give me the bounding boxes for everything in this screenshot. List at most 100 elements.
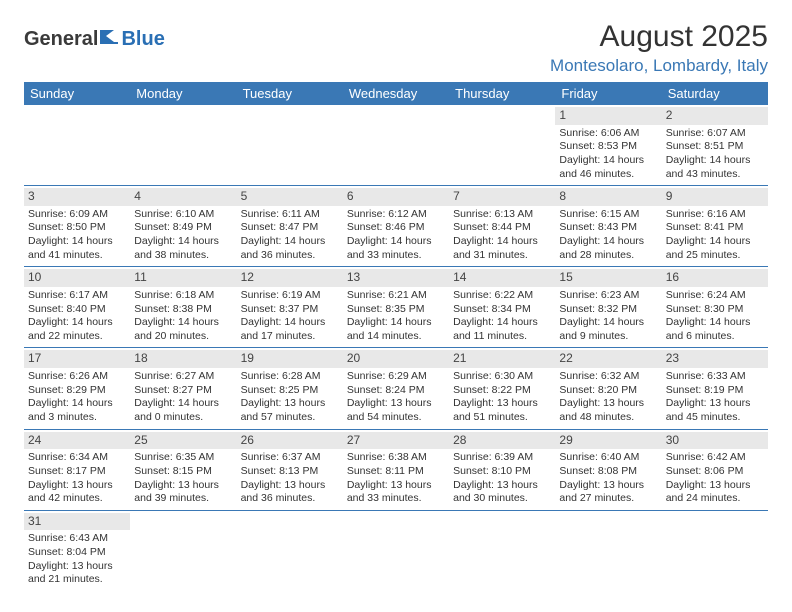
daylight-line-1: Daylight: 14 hours (134, 316, 232, 330)
day-number: 13 (343, 269, 449, 287)
daylight-line-2: and 54 minutes. (347, 411, 445, 425)
calendar-cell (130, 105, 236, 186)
daylight-line-1: Daylight: 14 hours (666, 154, 764, 168)
header: General Blue August 2025 Montesolaro, Lo… (24, 20, 768, 76)
logo-flag-icon (100, 28, 120, 49)
daylight-line-2: and 43 minutes. (666, 168, 764, 182)
daylight-line-1: Daylight: 14 hours (347, 316, 445, 330)
sunset-line: Sunset: 8:04 PM (28, 546, 126, 560)
sunset-line: Sunset: 8:11 PM (347, 465, 445, 479)
day-number: 9 (662, 188, 768, 206)
calendar-row: 24Sunrise: 6:34 AMSunset: 8:17 PMDayligh… (24, 429, 768, 510)
sunset-line: Sunset: 8:30 PM (666, 303, 764, 317)
location-text: Montesolaro, Lombardy, Italy (550, 56, 768, 76)
calendar-cell (662, 510, 768, 591)
sunset-line: Sunset: 8:40 PM (28, 303, 126, 317)
weekday-header: Saturday (662, 82, 768, 105)
daylight-line-2: and 41 minutes. (28, 249, 126, 263)
daylight-line-2: and 33 minutes. (347, 492, 445, 506)
daylight-line-1: Daylight: 14 hours (559, 235, 657, 249)
day-number: 5 (237, 188, 343, 206)
daylight-line-2: and 57 minutes. (241, 411, 339, 425)
weekday-header: Tuesday (237, 82, 343, 105)
calendar-cell: 20Sunrise: 6:29 AMSunset: 8:24 PMDayligh… (343, 348, 449, 429)
calendar-row: 17Sunrise: 6:26 AMSunset: 8:29 PMDayligh… (24, 348, 768, 429)
daylight-line-2: and 31 minutes. (453, 249, 551, 263)
day-number: 17 (24, 350, 130, 368)
sunset-line: Sunset: 8:22 PM (453, 384, 551, 398)
daylight-line-1: Daylight: 13 hours (28, 479, 126, 493)
calendar-cell (343, 510, 449, 591)
daylight-line-1: Daylight: 14 hours (666, 316, 764, 330)
day-number: 11 (130, 269, 236, 287)
sunset-line: Sunset: 8:06 PM (666, 465, 764, 479)
day-number: 15 (555, 269, 661, 287)
calendar-cell (130, 510, 236, 591)
day-number: 28 (449, 432, 555, 450)
day-number: 30 (662, 432, 768, 450)
sunset-line: Sunset: 8:49 PM (134, 221, 232, 235)
sunset-line: Sunset: 8:34 PM (453, 303, 551, 317)
daylight-line-2: and 45 minutes. (666, 411, 764, 425)
daylight-line-2: and 36 minutes. (241, 249, 339, 263)
day-number: 22 (555, 350, 661, 368)
sunset-line: Sunset: 8:20 PM (559, 384, 657, 398)
daylight-line-2: and 39 minutes. (134, 492, 232, 506)
daylight-line-1: Daylight: 14 hours (666, 235, 764, 249)
logo-text-blue: Blue (121, 28, 164, 51)
sunrise-line: Sunrise: 6:34 AM (28, 451, 126, 465)
daylight-line-2: and 36 minutes. (241, 492, 339, 506)
day-number: 18 (130, 350, 236, 368)
day-number: 26 (237, 432, 343, 450)
sunrise-line: Sunrise: 6:07 AM (666, 127, 764, 141)
sunrise-line: Sunrise: 6:12 AM (347, 208, 445, 222)
daylight-line-1: Daylight: 13 hours (241, 479, 339, 493)
daylight-line-2: and 30 minutes. (453, 492, 551, 506)
daylight-line-1: Daylight: 13 hours (28, 560, 126, 574)
calendar-cell (449, 105, 555, 186)
sunrise-line: Sunrise: 6:38 AM (347, 451, 445, 465)
daylight-line-2: and 6 minutes. (666, 330, 764, 344)
daylight-line-2: and 46 minutes. (559, 168, 657, 182)
calendar-cell: 27Sunrise: 6:38 AMSunset: 8:11 PMDayligh… (343, 429, 449, 510)
daylight-line-1: Daylight: 14 hours (28, 235, 126, 249)
daylight-line-1: Daylight: 13 hours (453, 479, 551, 493)
daylight-line-2: and 21 minutes. (28, 573, 126, 587)
calendar-cell: 3Sunrise: 6:09 AMSunset: 8:50 PMDaylight… (24, 186, 130, 267)
sunrise-line: Sunrise: 6:28 AM (241, 370, 339, 384)
weekday-header: Wednesday (343, 82, 449, 105)
sunrise-line: Sunrise: 6:18 AM (134, 289, 232, 303)
calendar-cell: 23Sunrise: 6:33 AMSunset: 8:19 PMDayligh… (662, 348, 768, 429)
calendar-cell: 31Sunrise: 6:43 AMSunset: 8:04 PMDayligh… (24, 510, 130, 591)
sunset-line: Sunset: 8:08 PM (559, 465, 657, 479)
sunset-line: Sunset: 8:51 PM (666, 140, 764, 154)
daylight-line-2: and 25 minutes. (666, 249, 764, 263)
daylight-line-1: Daylight: 14 hours (134, 397, 232, 411)
day-number: 27 (343, 432, 449, 450)
daylight-line-1: Daylight: 14 hours (559, 316, 657, 330)
calendar-cell: 14Sunrise: 6:22 AMSunset: 8:34 PMDayligh… (449, 267, 555, 348)
sunrise-line: Sunrise: 6:32 AM (559, 370, 657, 384)
sunrise-line: Sunrise: 6:26 AM (28, 370, 126, 384)
calendar-cell: 1Sunrise: 6:06 AMSunset: 8:53 PMDaylight… (555, 105, 661, 186)
sunset-line: Sunset: 8:50 PM (28, 221, 126, 235)
sunrise-line: Sunrise: 6:06 AM (559, 127, 657, 141)
day-number: 10 (24, 269, 130, 287)
sunrise-line: Sunrise: 6:15 AM (559, 208, 657, 222)
calendar-cell: 29Sunrise: 6:40 AMSunset: 8:08 PMDayligh… (555, 429, 661, 510)
weekday-header: Friday (555, 82, 661, 105)
calendar-cell: 8Sunrise: 6:15 AMSunset: 8:43 PMDaylight… (555, 186, 661, 267)
sunrise-line: Sunrise: 6:29 AM (347, 370, 445, 384)
sunset-line: Sunset: 8:10 PM (453, 465, 551, 479)
daylight-line-1: Daylight: 14 hours (28, 316, 126, 330)
sunset-line: Sunset: 8:24 PM (347, 384, 445, 398)
calendar-row: 3Sunrise: 6:09 AMSunset: 8:50 PMDaylight… (24, 186, 768, 267)
sunset-line: Sunset: 8:38 PM (134, 303, 232, 317)
day-number: 23 (662, 350, 768, 368)
daylight-line-1: Daylight: 14 hours (559, 154, 657, 168)
calendar-cell: 9Sunrise: 6:16 AMSunset: 8:41 PMDaylight… (662, 186, 768, 267)
daylight-line-1: Daylight: 13 hours (666, 397, 764, 411)
daylight-line-2: and 48 minutes. (559, 411, 657, 425)
daylight-line-2: and 0 minutes. (134, 411, 232, 425)
daylight-line-2: and 3 minutes. (28, 411, 126, 425)
